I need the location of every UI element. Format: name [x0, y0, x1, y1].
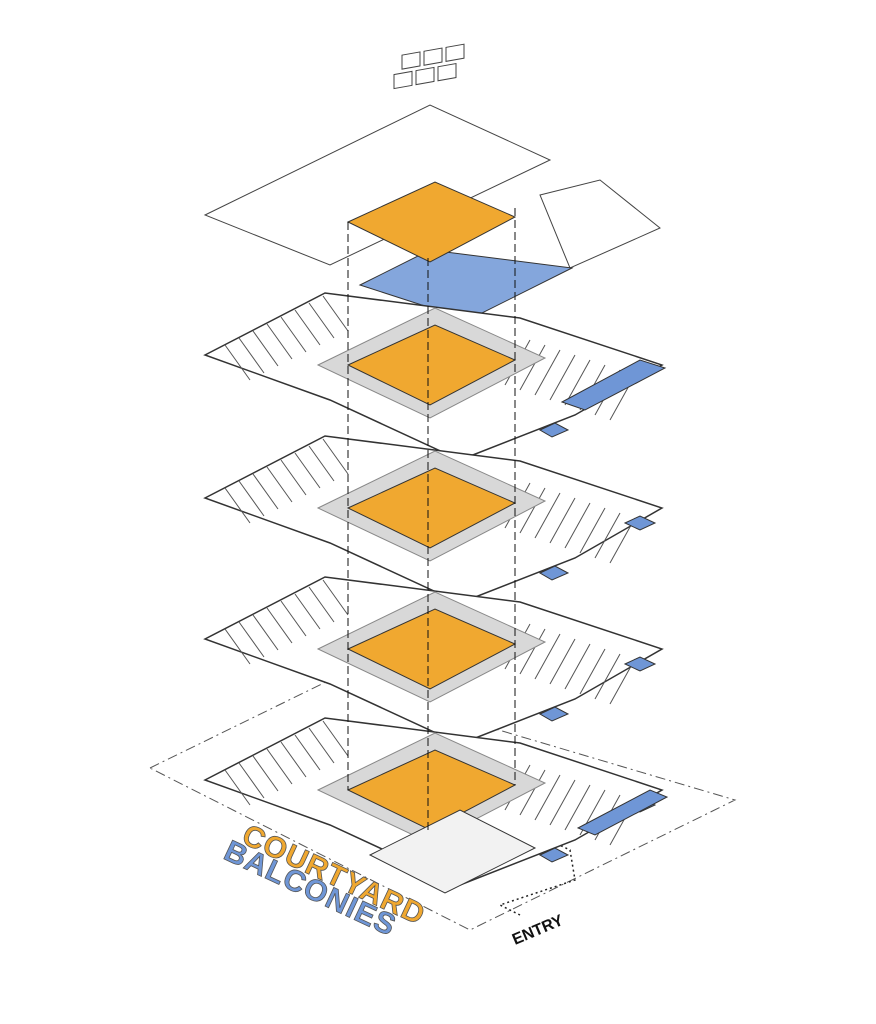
- wall: [224, 628, 251, 665]
- wall: [534, 774, 561, 821]
- wall: [594, 512, 621, 559]
- skylight: [445, 43, 465, 62]
- wall: [549, 354, 576, 401]
- wall: [224, 344, 251, 381]
- roof-wing: [539, 179, 661, 269]
- wall: [519, 487, 546, 534]
- skylight: [401, 51, 421, 70]
- balcony: [538, 565, 570, 581]
- wall: [322, 438, 349, 475]
- wall: [534, 349, 561, 396]
- wall: [549, 638, 576, 685]
- balcony: [623, 515, 657, 531]
- wall: [594, 653, 621, 700]
- wall: [549, 497, 576, 544]
- wall: [519, 628, 546, 675]
- wall: [266, 323, 293, 360]
- wall: [519, 769, 546, 816]
- wall: [534, 633, 561, 680]
- balcony: [538, 706, 570, 722]
- site-outline: [148, 679, 737, 931]
- wall: [308, 586, 335, 623]
- skylight: [393, 70, 413, 90]
- wall: [322, 720, 349, 757]
- wall: [308, 445, 335, 482]
- wall: [266, 748, 293, 785]
- wall: [224, 487, 251, 524]
- skylight: [423, 47, 443, 66]
- wall: [519, 344, 546, 391]
- wall: [266, 607, 293, 644]
- wall: [238, 480, 265, 517]
- entry-court: [368, 809, 537, 894]
- wall: [564, 784, 591, 831]
- wall: [252, 330, 279, 367]
- wall: [564, 643, 591, 690]
- skylight: [415, 66, 435, 86]
- balcony: [623, 656, 657, 672]
- wall: [294, 452, 321, 489]
- floor-plates: [148, 43, 737, 931]
- wall: [549, 779, 576, 826]
- balcony: [538, 422, 570, 438]
- wall: [534, 492, 561, 539]
- wall: [252, 473, 279, 510]
- wall: [238, 762, 265, 799]
- entry-label: ENTRY: [510, 912, 566, 949]
- courtyard: [346, 181, 517, 263]
- wall: [322, 579, 349, 616]
- wall: [280, 316, 307, 353]
- wall: [294, 309, 321, 346]
- wall: [294, 734, 321, 771]
- wall: [280, 459, 307, 496]
- wall: [266, 466, 293, 503]
- wall: [322, 295, 349, 332]
- wall: [579, 648, 606, 695]
- wall: [252, 755, 279, 792]
- wall: [224, 769, 251, 806]
- wall: [564, 359, 591, 406]
- wall: [564, 502, 591, 549]
- roof: [203, 104, 552, 266]
- wall: [294, 593, 321, 630]
- wall: [280, 600, 307, 637]
- balcony: [576, 789, 669, 836]
- balcony: [538, 847, 570, 863]
- balcony: [560, 359, 667, 411]
- wall: [280, 741, 307, 778]
- wall: [308, 727, 335, 764]
- wall: [252, 614, 279, 651]
- wall: [308, 302, 335, 339]
- wall: [238, 337, 265, 374]
- skylight: [437, 63, 457, 82]
- wall: [238, 621, 265, 658]
- wall: [579, 507, 606, 554]
